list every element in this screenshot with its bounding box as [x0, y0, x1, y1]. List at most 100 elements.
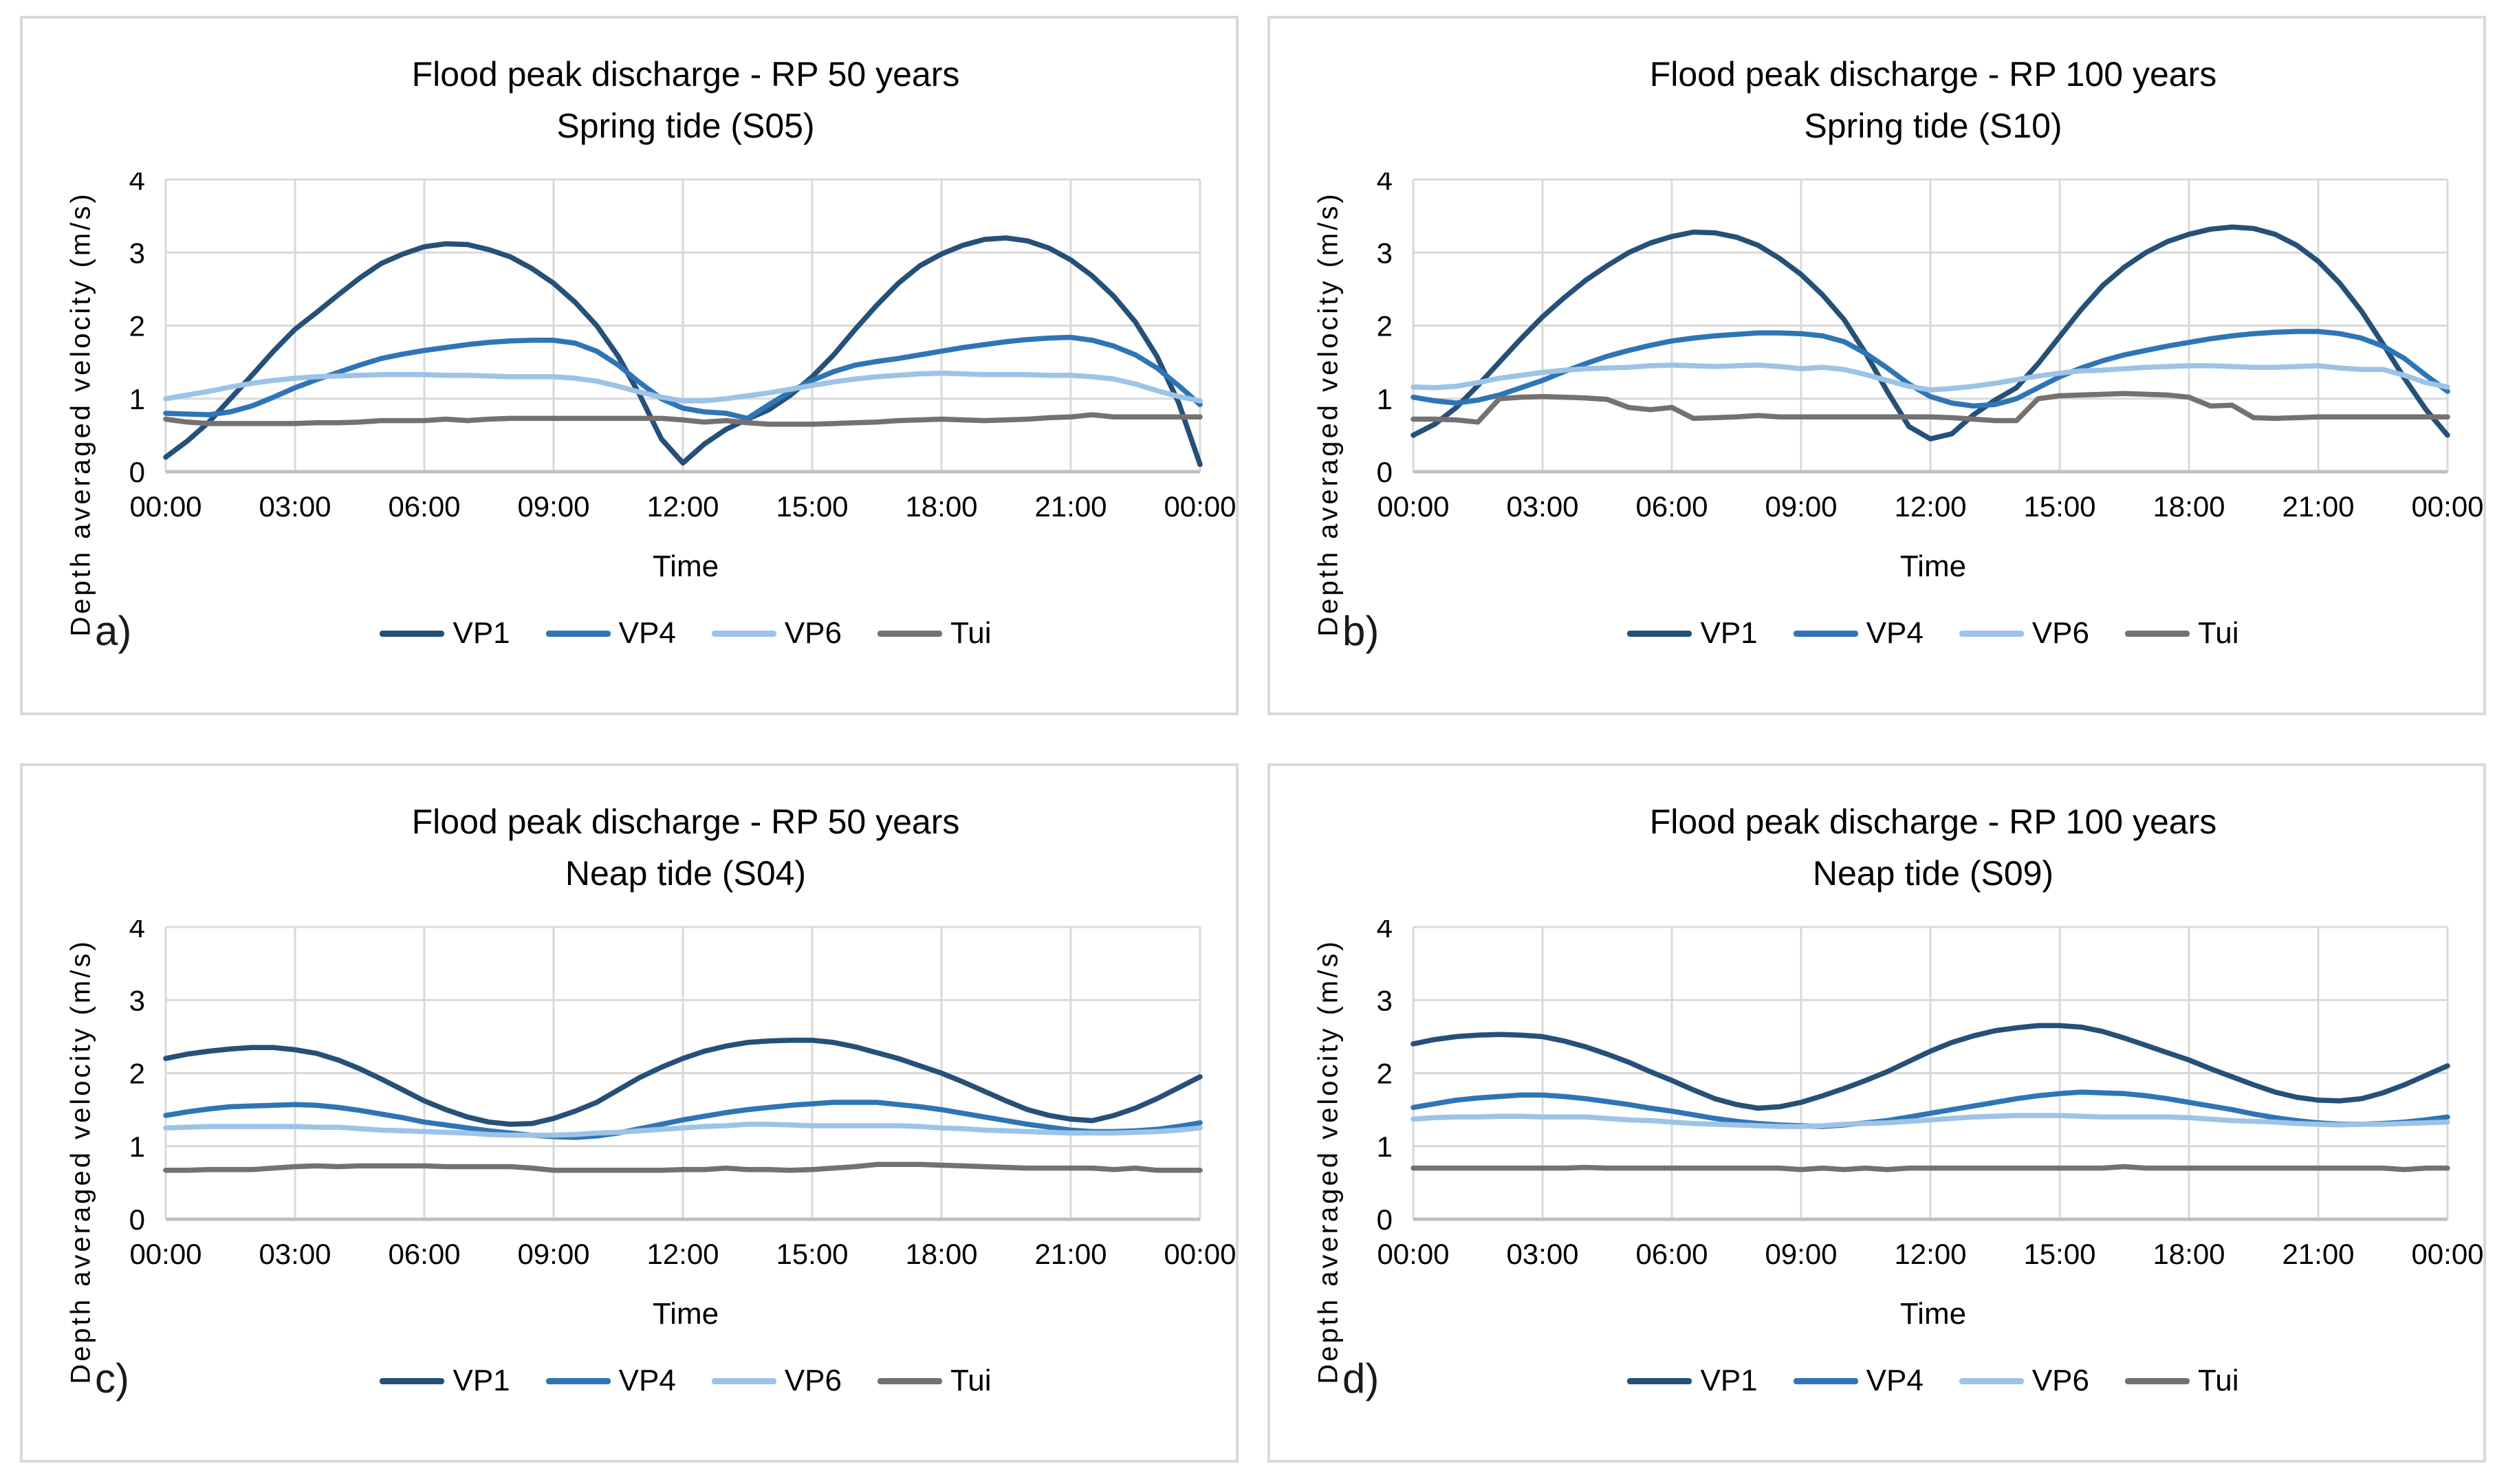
series-line-vp6	[163, 370, 1203, 404]
y-tick-label: 3	[129, 237, 145, 269]
legend-item-vp6: VP6	[711, 616, 842, 651]
chart-title: Flood peak discharge - RP 50 years	[411, 803, 960, 841]
chart-subtitle: Neap tide (S09)	[1812, 854, 2054, 893]
legend: VP1 VP4 VP6 Tui	[23, 1355, 1236, 1407]
series-line-vp6	[163, 1122, 1203, 1138]
y-tick-label: 4	[1377, 173, 1393, 196]
series-line-vp6	[1410, 1113, 2450, 1129]
y-tick-label: 3	[129, 984, 145, 1016]
x-axis-label: Time	[1899, 1297, 1967, 1331]
legend-item-tui: Tui	[2125, 1364, 2239, 1398]
legend-line-swatch-tui	[2125, 630, 2190, 637]
legend-item-vp4: VP4	[545, 1364, 676, 1398]
y-tick-label: 1	[129, 1131, 145, 1163]
y-tick-label: 3	[1377, 984, 1393, 1016]
chart-subtitle: Spring tide (S05)	[556, 107, 815, 145]
legend-line-swatch-vp6	[711, 1377, 776, 1384]
legend-line-swatch-vp4	[1793, 630, 1858, 637]
x-tick-label: 06:00	[388, 1238, 460, 1270]
y-tick-label: 1	[129, 383, 145, 415]
legend-label-vp6: VP6	[2031, 616, 2089, 650]
chart-plot-d: 0 1 2 3 4 00:00 03:00 06:00 09:00 12:00 15:00 18:00…	[1377, 920, 2483, 1270]
panel-letter: d)	[1342, 1355, 1380, 1402]
x-tick-label: 00:00	[129, 1238, 201, 1270]
legend-label-tui: Tui	[2198, 616, 2239, 650]
series-line-vp1	[1410, 224, 2450, 441]
x-tick-label: 12:00	[646, 1238, 719, 1270]
legend: VP1 VP4 VP6 Tui	[23, 607, 1236, 659]
legend: VP1 VP4 VP6 Tui	[1270, 607, 2483, 659]
legend-label-vp6: VP6	[784, 1364, 842, 1397]
y-tick-label: 1	[1377, 1131, 1393, 1163]
legend-item-vp6: VP6	[711, 1364, 842, 1398]
chart-title: Flood peak discharge - RP 50 years	[411, 55, 960, 94]
legend-label-vp4: VP4	[1866, 616, 1924, 650]
y-axis-label: Depth averaged velocity (m/s)	[65, 191, 96, 637]
x-tick-label: 15:00	[776, 490, 848, 523]
legend-label-vp4: VP4	[618, 616, 676, 650]
x-tick-label: 12:00	[1894, 490, 1966, 523]
y-tick-label: 1	[1377, 383, 1393, 415]
y-tick-label: 4	[129, 173, 145, 196]
chart-plot-c: 0 1 2 3 4 00:00 03:00 06:00 09:00 12:00 15:00 18:00…	[129, 920, 1236, 1270]
series-line-tui	[1410, 1164, 2450, 1172]
legend-item-vp4: VP4	[1793, 1364, 1924, 1398]
legend-line-swatch-vp4	[545, 630, 611, 637]
x-tick-label: 00:00	[1377, 1238, 1449, 1270]
series-line-tui	[163, 412, 1203, 427]
legend-item-vp1: VP1	[380, 616, 510, 651]
legend-label-vp4: VP4	[618, 1364, 676, 1397]
panel-footer: d) VP1 VP4 VP6 Tui	[1270, 1355, 2483, 1407]
legend-item-tui: Tui	[878, 616, 992, 651]
legend-line-swatch-vp4	[1793, 1377, 1858, 1384]
x-tick-label: 00:00	[2411, 1238, 2483, 1270]
legend-line-swatch-vp1	[1627, 630, 1692, 637]
chart-title: Flood peak discharge - RP 100 years	[1649, 803, 2217, 841]
legend-line-swatch-vp1	[1627, 1377, 1692, 1384]
legend-item-tui: Tui	[2125, 616, 2239, 651]
x-tick-label: 18:00	[2153, 1238, 2225, 1270]
panel-footer: b) VP1 VP4 VP6 Tui	[1270, 607, 2483, 659]
x-tick-label: 00:00	[129, 490, 201, 523]
legend-label-vp6: VP6	[2031, 1364, 2089, 1397]
x-tick-label: 21:00	[1034, 1238, 1107, 1270]
x-tick-label: 12:00	[646, 490, 719, 523]
y-axis-label: Depth averaged velocity (m/s)	[65, 939, 96, 1384]
y-axis-label: Depth averaged velocity (m/s)	[1313, 191, 1344, 637]
x-tick-label: 06:00	[1635, 1238, 1708, 1270]
y-axis-label: Depth averaged velocity (m/s)	[1313, 939, 1344, 1384]
series-line-vp4	[163, 1100, 1203, 1140]
x-tick-label: 15:00	[2023, 490, 2095, 523]
x-tick-label: 06:00	[388, 490, 460, 523]
series-line-vp1	[163, 1037, 1203, 1127]
y-tick-label: 0	[1377, 456, 1393, 488]
legend-line-swatch-vp6	[1959, 630, 2024, 637]
chart-subtitle: Spring tide (S10)	[1804, 107, 2062, 145]
x-axis-label: Time	[1899, 549, 1967, 583]
chart-plot-b: 0 1 2 3 4 00:00 03:00 06:00 09:00 12:00 15:00 18:00…	[1377, 173, 2483, 523]
panel-footer: a) VP1 VP4 VP6 Tui	[23, 607, 1236, 659]
y-tick-label: 2	[1377, 310, 1393, 342]
legend-label-vp4: VP4	[1866, 1364, 1924, 1397]
x-tick-label: 06:00	[1635, 490, 1708, 523]
chart-subtitle: Neap tide (S04)	[565, 854, 807, 893]
legend-item-tui: Tui	[878, 1364, 992, 1398]
legend-line-swatch-vp1	[380, 1377, 445, 1384]
legend-item-vp1: VP1	[1627, 1364, 1758, 1398]
chart-panel-d: Flood peak discharge - RP 100 years Neap…	[1267, 763, 2486, 1463]
legend-label-vp1: VP1	[453, 616, 510, 650]
series-line-vp4	[1410, 329, 2450, 409]
chart-plot-a: 0 1 2 3 4 00:00 03:00 06:00 09:00 12:00 15:00 18:00…	[129, 173, 1236, 523]
legend-label-vp1: VP1	[453, 1364, 510, 1397]
legend-label-vp6: VP6	[784, 616, 842, 650]
panel-letter: a)	[95, 608, 132, 655]
legend-line-swatch-vp4	[545, 1377, 611, 1384]
y-tick-label: 4	[1377, 920, 1393, 943]
x-tick-label: 09:00	[1765, 490, 1837, 523]
series-line-vp4	[163, 334, 1203, 422]
x-tick-label: 18:00	[2153, 490, 2225, 523]
chart-title: Flood peak discharge - RP 100 years	[1649, 55, 2217, 94]
series-line-vp6	[1410, 362, 2450, 393]
x-tick-label: 21:00	[2282, 490, 2354, 523]
chart-panel-b: Flood peak discharge - RP 100 years Spri…	[1267, 16, 2486, 715]
